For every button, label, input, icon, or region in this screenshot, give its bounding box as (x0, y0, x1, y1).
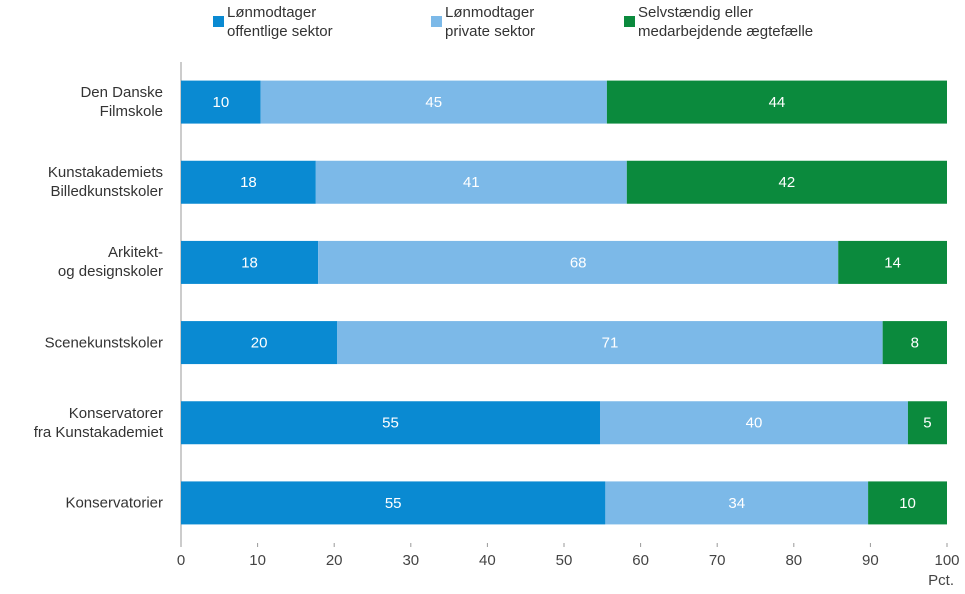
data-label: 41 (463, 174, 480, 191)
data-label: 55 (382, 415, 399, 432)
data-label: 55 (385, 495, 402, 512)
bar-segment (181, 80, 261, 124)
bar-segment (907, 401, 947, 445)
bar-segment (882, 321, 947, 365)
category-label: Konservatorier (65, 494, 163, 512)
x-tick-label: 40 (479, 552, 496, 569)
bar-segment (838, 240, 947, 284)
bar-segment (605, 481, 869, 525)
data-label: 18 (240, 174, 257, 191)
bar-segment (181, 240, 319, 284)
category-label: Kunstakademiets Billedkunstskoler (47, 164, 163, 201)
x-axis-label: Pct. (928, 572, 954, 589)
data-label: 10 (212, 94, 229, 111)
bar-segment (606, 80, 947, 124)
bar-segment (315, 160, 627, 204)
bar-segment (318, 240, 839, 284)
data-label: 18 (241, 254, 258, 271)
data-label: 8 (911, 335, 919, 352)
data-label: 10 (899, 495, 916, 512)
bar-segment (260, 80, 607, 124)
category-label: Scenekunstskoler (44, 334, 163, 352)
legend-label: Selvstændig eller medarbejdende ægtefæll… (638, 4, 814, 40)
x-tick-label: 80 (785, 552, 802, 569)
data-label: 20 (251, 335, 268, 352)
data-label: 71 (602, 335, 619, 352)
x-tick-label: 10 (249, 552, 266, 569)
x-tick-label: 100 (934, 552, 959, 569)
category-label: Arkitekt- og designskoler (57, 244, 163, 281)
legend-label: Lønmodtager private sektor (445, 4, 536, 40)
legend-swatch (213, 16, 224, 27)
x-tick-label: 50 (556, 552, 573, 569)
x-tick-label: 90 (862, 552, 879, 569)
category-label: Den Danske Filmskole (80, 84, 163, 121)
data-label: 5 (923, 415, 931, 432)
legend-swatch (624, 16, 635, 27)
bar-segment (181, 321, 338, 365)
x-tick-label: 0 (177, 552, 185, 569)
x-tick-label: 70 (709, 552, 726, 569)
data-label: 44 (769, 94, 786, 111)
bar-segment (181, 401, 601, 445)
data-label: 42 (779, 174, 796, 191)
category-label: Konservatorer fra Kunstakademiet (33, 404, 163, 441)
bar-segment (181, 481, 606, 525)
bar-segment (600, 401, 908, 445)
data-label: 34 (728, 495, 745, 512)
data-label: 45 (425, 94, 442, 111)
x-tick-label: 20 (326, 552, 343, 569)
data-label: 40 (746, 415, 763, 432)
data-label: 68 (570, 254, 587, 271)
bar-segment (626, 160, 947, 204)
bar-segment (337, 321, 883, 365)
data-label: 14 (884, 254, 901, 271)
bar-segment (868, 481, 947, 525)
legend-label: Lønmodtager offentlige sektor (227, 4, 333, 40)
x-tick-label: 60 (632, 552, 649, 569)
bar-segment (181, 160, 316, 204)
legend-swatch (431, 16, 442, 27)
x-tick-label: 30 (402, 552, 419, 569)
